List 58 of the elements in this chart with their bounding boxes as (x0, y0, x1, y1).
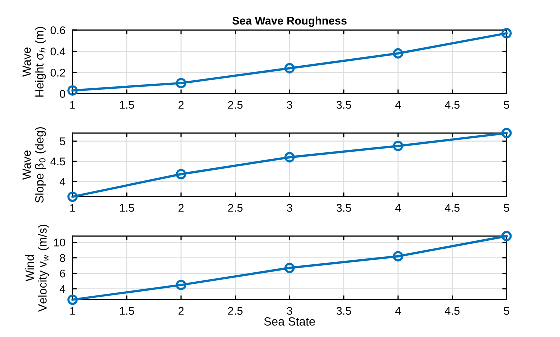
x-tick-label: 1.5 (120, 204, 134, 212)
x-tick-label: 3 (287, 307, 292, 316)
point (176, 280, 187, 290)
x-tick-label: 5 (504, 307, 510, 316)
x-tick-label: 2 (178, 204, 184, 212)
x-tick-label: 5 (504, 204, 510, 212)
point (68, 294, 78, 306)
y-tick-label: 0.4 (50, 48, 66, 56)
x-tick-label: 2 (178, 101, 184, 109)
point (68, 86, 78, 96)
chart-title: Sea Wave Roughness (232, 16, 347, 28)
y-tick-label: 5 (60, 138, 66, 146)
point (284, 63, 296, 74)
x-tick-label: 1 (70, 204, 76, 212)
x-axis-title: Sea State (264, 318, 316, 326)
x-tick-label: 5 (504, 101, 510, 110)
x-tick-label: 3.5 (336, 101, 352, 110)
x-tick-label: 4.5 (445, 307, 460, 316)
point (284, 262, 296, 274)
point (393, 48, 404, 59)
y-tick-label: 0.2 (50, 68, 66, 77)
point (393, 141, 404, 152)
point (176, 78, 187, 89)
point (284, 152, 296, 163)
x-tick-label: 4.5 (445, 204, 460, 212)
point (68, 192, 78, 202)
point (502, 128, 512, 139)
x-tick-label: 4 (395, 204, 402, 212)
x-tick-label: 1.5 (120, 101, 134, 110)
x-tick-label: 3 (287, 204, 292, 212)
point (176, 169, 187, 180)
y-tick-label: 4.5 (50, 158, 66, 166)
y-tick-label: 8 (60, 254, 66, 262)
x-tick-label: 2.5 (228, 307, 243, 316)
x-tick-label: 2.5 (228, 101, 243, 110)
x-tick-label: 2.5 (228, 204, 243, 212)
point (502, 28, 512, 39)
x-tick-label: 3.5 (336, 307, 352, 316)
x-tick-label: 3.5 (336, 204, 352, 212)
y-tick-label: 0.6 (50, 26, 66, 34)
x-tick-label: 4 (395, 101, 402, 109)
y-tick-label: 0 (60, 90, 66, 98)
x-tick-label: 4.5 (445, 101, 460, 110)
x-tick-label: 1 (70, 307, 76, 315)
y-tick-label: 4 (60, 285, 66, 294)
x-tick-label: 1 (70, 101, 76, 109)
y-tick-label: 10 (54, 238, 66, 247)
point (502, 231, 512, 242)
y-tick-label: 4 (60, 178, 66, 186)
y-tick-label: 6 (60, 270, 66, 278)
y-axis-title: Wind Velocity v$_{w}$ (m/s) (26, 224, 50, 312)
point (393, 251, 404, 262)
y-axis-title: Wave Height σ$_{h}$ (m) (22, 27, 46, 97)
x-tick-label: 2 (178, 307, 184, 315)
x-tick-label: 3 (287, 101, 292, 110)
x-tick-label: 1.5 (120, 307, 134, 316)
y-axis-title: Wave Slope β$_{0}$ (deg) (22, 127, 46, 204)
x-tick-label: 4 (395, 307, 402, 315)
